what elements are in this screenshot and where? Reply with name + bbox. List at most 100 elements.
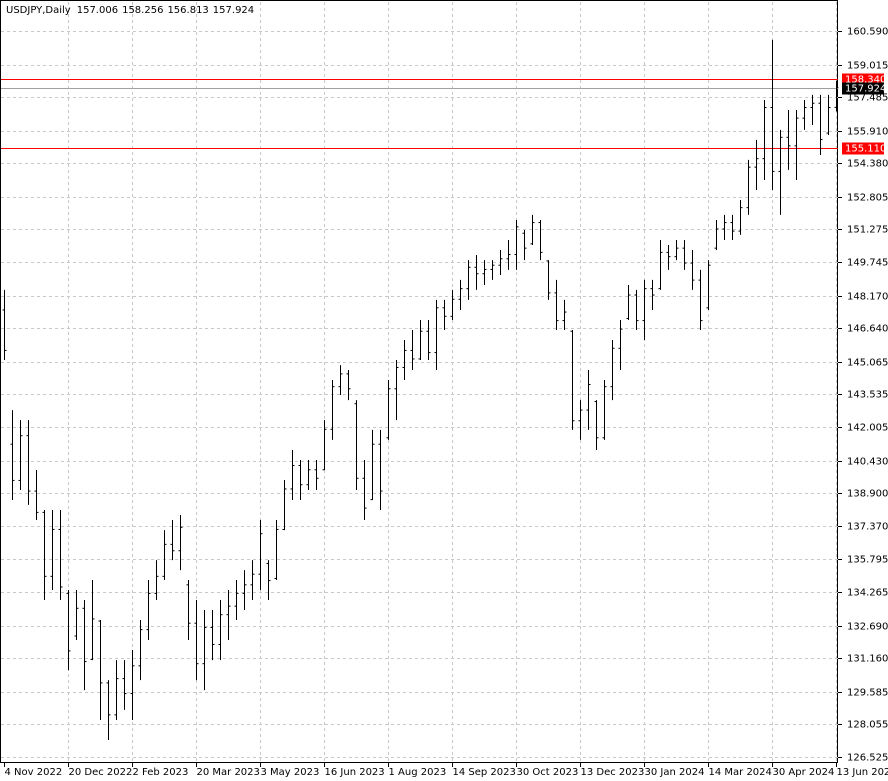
ohlc-bar [466, 260, 471, 300]
ohlc-bar [746, 159, 751, 215]
ohlc-bar [50, 510, 55, 590]
ohlc-bar [162, 530, 167, 580]
ohlc-bar [546, 260, 551, 300]
ohlc-bar [98, 620, 103, 720]
ohlc-bar [66, 589, 71, 671]
ohlc-bar [138, 620, 143, 681]
ohlc-bar [810, 94, 815, 125]
ohlc-bar [626, 285, 631, 320]
ohlc-bar [2, 289, 7, 361]
ohlc-bar [426, 319, 431, 361]
ohlc-bar [482, 260, 487, 286]
y-tick-label: 148.170 [847, 292, 888, 303]
ohlc-bar [394, 360, 399, 421]
ohlc-bar [170, 520, 175, 561]
x-tick-label: 30 Oct 2023 [517, 767, 579, 778]
ohlc-bar [298, 459, 303, 501]
ohlc-bar [642, 279, 647, 340]
ohlc-bar [674, 240, 679, 261]
ohlc-bar [210, 609, 215, 661]
ohlc-bar [458, 279, 463, 310]
level-label: 155.110 [845, 144, 886, 155]
y-tick-label: 137.370 [847, 522, 888, 533]
x-tick-label: 13 Jun 2024 [837, 767, 888, 778]
ohlc-bar [658, 240, 663, 290]
x-tick-label: 13 Dec 2023 [581, 767, 645, 778]
ohlc-bar [34, 469, 39, 521]
ohlc-bar [290, 449, 295, 501]
ohlc-bar [10, 410, 15, 501]
ohlc-bar [522, 230, 527, 261]
ohlc-bar [378, 429, 383, 511]
y-tick-label: 138.900 [847, 489, 888, 500]
ohlc-bar [274, 520, 279, 580]
level-label-box [842, 142, 884, 155]
x-tick-label: 3 May 2023 [261, 767, 320, 778]
ohlc-bar [42, 510, 47, 600]
ohlc-bar [778, 129, 783, 215]
y-tick-label: 135.795 [847, 555, 888, 566]
y-tick-label: 151.275 [847, 225, 888, 236]
y-tick-label: 128.055 [847, 720, 888, 731]
ohlc-bar [202, 609, 207, 691]
ohlc-bar [386, 380, 391, 440]
ohlc-bar [698, 269, 703, 330]
ohlc-bar [682, 240, 687, 270]
x-tick-label: 20 Mar 2023 [197, 767, 260, 778]
ohlc-bar [802, 100, 807, 130]
y-tick-label: 146.640 [847, 324, 888, 335]
ohlc-bar [818, 94, 823, 156]
x-tick-label: 1 Aug 2023 [389, 767, 447, 778]
ohlc-bar [634, 289, 639, 330]
y-tick-label: 134.265 [847, 588, 888, 599]
y-tick-label: 157.485 [847, 93, 888, 104]
ohlc-bar [58, 510, 63, 600]
ohlc-bar [218, 599, 223, 661]
ohlc-bar [322, 420, 327, 471]
ohlc-bar [402, 339, 407, 381]
y-tick-label: 159.015 [847, 61, 888, 72]
ohlc-bar [282, 479, 287, 531]
ohlc-bar [114, 660, 119, 720]
ohlc-bar [146, 579, 151, 641]
symbol: USDJPY,Daily [6, 5, 71, 16]
ohlc-bar [538, 220, 543, 261]
ohlc-bar [602, 380, 607, 440]
ohlc-bar [26, 420, 31, 505]
ohlc-bar [706, 260, 711, 310]
ohlc-bar [82, 599, 87, 691]
ohlc-bar [498, 250, 503, 275]
ohlc-bar [586, 370, 591, 430]
ohlc-bar [18, 420, 23, 491]
x-tick-label: 14 Sep 2023 [453, 767, 516, 778]
ohlc-bar [762, 100, 767, 180]
ohlc-bar [450, 289, 455, 320]
ohlc-bar [666, 244, 671, 270]
ohlc-bar [650, 279, 655, 310]
ohlc-bar [266, 560, 271, 600]
y-tick-label: 132.690 [847, 622, 888, 633]
ohlc-bar [434, 299, 439, 371]
ohlc-bar [714, 220, 719, 251]
ohlc-bar [74, 589, 79, 641]
chart-header: USDJPY,Daily 157.006 158.256 156.813 157.924 [6, 5, 254, 16]
ohlc-bar [594, 400, 599, 450]
x-tick-label: 14 Mar 2024 [709, 767, 772, 778]
ohlc-bar [186, 579, 191, 641]
ohlc-bar [618, 319, 623, 371]
ohlc-bar [826, 94, 831, 135]
ohlc-bar [314, 459, 319, 491]
high-price: 158.256 [122, 5, 163, 16]
ohlc-bar [690, 250, 695, 290]
current-price-box [842, 82, 884, 95]
ohlc-bar [226, 589, 231, 641]
open-price: 157.006 [77, 5, 118, 16]
ohlc-bar [354, 400, 359, 491]
y-tick-label: 129.585 [847, 688, 888, 699]
y-tick-label: 152.805 [847, 193, 888, 204]
ohlc-bar [722, 214, 727, 241]
x-tick-label: 4 Nov 2022 [5, 767, 63, 778]
current-price-label: 157.924 [845, 84, 886, 95]
ohlc-bar [554, 279, 559, 330]
